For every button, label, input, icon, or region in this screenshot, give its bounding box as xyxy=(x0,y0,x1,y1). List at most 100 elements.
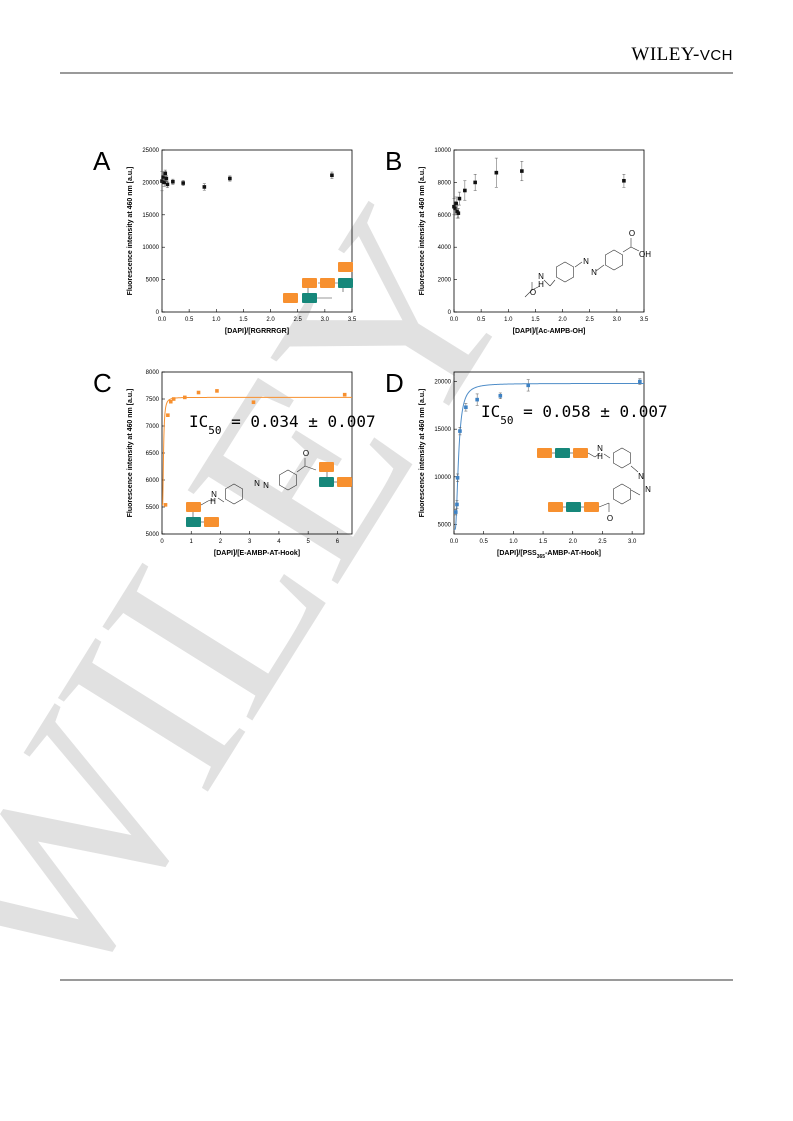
benzene-ring xyxy=(225,483,243,505)
x-tick-label: 0.0 xyxy=(450,317,459,323)
data-point xyxy=(171,179,175,184)
peptide-block-orange xyxy=(584,502,599,512)
x-tick-label: 0.5 xyxy=(480,539,489,545)
y-tick-label: 5000 xyxy=(438,522,452,528)
y-tick-label: 2000 xyxy=(438,278,452,284)
x-tick-label: 1.5 xyxy=(531,317,540,323)
x-axis-label: [DAPI]/[RGRRRGR] xyxy=(225,328,289,335)
peptide-block-orange xyxy=(548,502,563,512)
x-tick-label: 6 xyxy=(336,539,340,545)
ic50-sub: 50 xyxy=(500,414,513,427)
data-point xyxy=(520,169,524,173)
x-tick-label: 1 xyxy=(190,539,194,545)
x-tick-label: 3.5 xyxy=(640,317,649,323)
data-point xyxy=(183,395,187,400)
y-tick-label: 6000 xyxy=(146,478,160,484)
data-point xyxy=(163,503,168,507)
chem-bond xyxy=(622,246,632,253)
data-point xyxy=(638,379,642,384)
ic50-value: = 0.058 ± 0.007 xyxy=(514,402,668,421)
chem-bond xyxy=(603,453,611,459)
x-tick-label: 2 xyxy=(219,539,223,545)
data-point xyxy=(165,182,170,187)
chart-a: A 0.0 0.5 1.0 1.5 2.0 2.5 3.0 3.5 0 5000 10000 1500… xyxy=(93,146,357,335)
y-tick-label: 5000 xyxy=(146,532,160,538)
peptide-block-orange xyxy=(537,448,552,458)
x-tick-label: 2.0 xyxy=(266,317,275,323)
data-point xyxy=(455,475,460,480)
y-tick-label: 15000 xyxy=(434,427,451,433)
plot-frame xyxy=(453,149,645,313)
peptide-block-orange xyxy=(573,448,588,458)
publisher-sub: VCH xyxy=(699,47,733,64)
chem-atom-azo-n: N xyxy=(583,257,589,266)
y-tick-label: 5000 xyxy=(146,278,160,284)
x-axis-label-main: [DAPI]/[PSS xyxy=(497,550,537,557)
panel-letter-c: C xyxy=(93,368,112,398)
data-point xyxy=(498,394,503,398)
y-tick-label: 6500 xyxy=(146,451,160,457)
benzene-ring xyxy=(605,249,623,271)
x-tick-label: 0.5 xyxy=(185,317,194,323)
publisher-separator: - xyxy=(693,44,700,65)
x-axis-label-tail: -AMBP-AT-Hook] xyxy=(545,550,601,557)
data-point xyxy=(202,185,207,189)
panel-a: A 0.0 0.5 1.0 1.5 2.0 2.5 3.0 3.5 0 5000 10000 1500… xyxy=(90,140,390,355)
x-tick-label: 2.5 xyxy=(294,317,303,323)
chart-d: D 0.0 0.5 1.0 1.5 2.0 2.5 3.0 5000 10000 15000 200… xyxy=(385,368,668,560)
y-axis-label: Fluorescence intensity at 460 nm [a.u.] xyxy=(419,389,426,518)
chem-atom-azo-n: N xyxy=(263,481,269,490)
data-point xyxy=(454,201,458,206)
data-point xyxy=(475,397,479,402)
y-axis-label: Fluorescence intensity at 460 nm [a.u.] xyxy=(127,389,134,518)
benzene-ring xyxy=(613,483,631,505)
data-point xyxy=(166,413,170,417)
peptide-block-teal xyxy=(302,293,317,303)
x-tick-label: 0 xyxy=(160,539,164,545)
x-tick-label: 5 xyxy=(306,539,310,545)
peptide-block-orange xyxy=(283,293,298,303)
plot-frame xyxy=(453,371,645,535)
chart-c: C 0 1 2 3 4 5 6 5000 5500 6000 6500 7000 7500 8000 [DA… xyxy=(93,368,376,557)
chem-bond xyxy=(598,502,610,508)
panel-letter-b: B xyxy=(385,146,402,176)
chem-atom-azo-n: N xyxy=(591,268,597,277)
panel-b: B 0.0 0.5 1.0 1.5 2.0 2.5 3.0 3.5 0 2000 4000 6000 8… xyxy=(382,140,682,355)
data-point xyxy=(163,171,168,176)
x-tick-label: 1.0 xyxy=(504,317,513,323)
x-tick-label: 0.0 xyxy=(158,317,167,323)
peptide-block-orange xyxy=(204,517,219,527)
x-axis-label: [DAPI]/[Ac-AMPB-OH] xyxy=(513,328,586,335)
fit-curve xyxy=(454,382,644,530)
y-tick-label: 20000 xyxy=(434,380,451,386)
y-axis-label: Fluorescence intensity at 460 nm [a.u.] xyxy=(419,167,426,296)
panel-c: C 0 1 2 3 4 5 6 5000 5500 6000 6500 7000 7500 8000 [DA… xyxy=(90,362,390,577)
chem-atom-azo-n: N xyxy=(254,479,260,488)
peptide-block-teal xyxy=(338,278,353,288)
data-point xyxy=(455,502,459,507)
peptide-block-orange xyxy=(320,278,335,288)
chem-bond xyxy=(587,452,596,458)
header-rule xyxy=(60,72,733,74)
y-tick-label: 6000 xyxy=(438,213,452,219)
x-tick-label: 1.5 xyxy=(539,539,548,545)
chem-atom-n: N xyxy=(538,272,544,281)
y-tick-label: 7000 xyxy=(146,424,160,430)
ic50-sub: 50 xyxy=(208,424,221,437)
y-tick-label: 0 xyxy=(448,310,452,316)
y-axis-label: Fluorescence intensity at 460 nm [a.u.] xyxy=(127,167,134,296)
chem-bond xyxy=(217,497,225,503)
publisher-main: WILEY xyxy=(631,44,693,65)
y-tick-label: 4000 xyxy=(438,245,452,251)
x-tick-label: 2.0 xyxy=(569,539,578,545)
data-point xyxy=(458,429,462,433)
chem-bond xyxy=(549,279,556,287)
x-axis-label-sub: 365 xyxy=(537,554,546,560)
y-tick-label: 15000 xyxy=(142,213,159,219)
chem-atom-oh: OH xyxy=(639,250,651,259)
x-tick-label: 3.0 xyxy=(628,539,637,545)
peptide-block-teal xyxy=(186,517,201,527)
panel-d: D 0.0 0.5 1.0 1.5 2.0 2.5 3.0 5000 10000 15000 200… xyxy=(382,362,682,577)
peptide-block-teal xyxy=(566,502,581,512)
